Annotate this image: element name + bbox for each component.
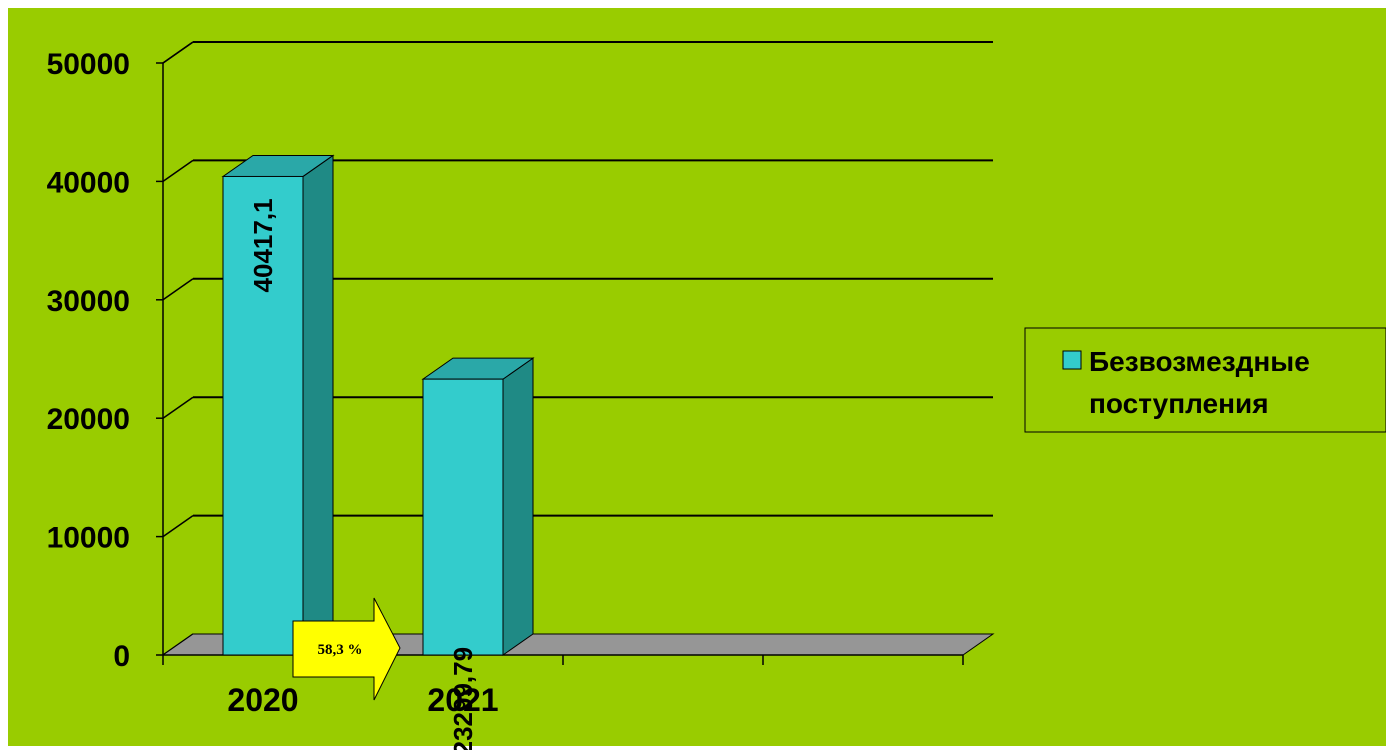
- y-tick-label: 10000: [47, 522, 130, 555]
- bar-side: [302, 154, 334, 656]
- legend: Безвозмездные поступления: [1024, 327, 1386, 433]
- bar-labels: 40417,1 23299,79: [248, 198, 478, 750]
- x-tick-label: 2021: [427, 682, 498, 718]
- bars: [221, 154, 535, 656]
- bar-value-label: 40417,1: [248, 198, 278, 292]
- x-tick-label: 2020: [227, 682, 298, 718]
- legend-label-line-2: поступления: [1089, 388, 1269, 419]
- legend-box: [1024, 327, 1386, 433]
- legend-label: Безвозмездные поступления: [1089, 346, 1318, 419]
- bar-front: [222, 175, 304, 656]
- x-axis: 2020 2021: [162, 654, 964, 718]
- bar: [421, 357, 535, 656]
- y-axis: 0 10000 20000 30000 40000 50000: [47, 48, 164, 673]
- y-tick-label: 20000: [47, 403, 130, 436]
- callout-label: 58,3 %: [318, 642, 363, 658]
- growth-callout: 58,3 %: [292, 597, 401, 701]
- bar-side: [502, 357, 534, 656]
- legend-swatch: [1062, 350, 1082, 370]
- gridline-diagonal: [162, 396, 194, 419]
- bar-front: [422, 378, 504, 656]
- gridline-diagonal: [162, 159, 194, 183]
- gridline-diagonal: [162, 514, 194, 538]
- bar: [221, 154, 335, 656]
- gridline-diagonal: [162, 41, 194, 64]
- bar-value-label: 23299,79: [448, 647, 478, 750]
- callout-arrow: [292, 597, 401, 701]
- y-tick-label: 50000: [47, 48, 130, 81]
- y-tick-label: 40000: [47, 166, 130, 199]
- y-tick-label: 0: [113, 640, 130, 673]
- legend-label-line-1: Безвозмездные: [1089, 346, 1310, 377]
- y-tick-label: 30000: [47, 285, 130, 318]
- gridline-diagonal: [162, 278, 194, 301]
